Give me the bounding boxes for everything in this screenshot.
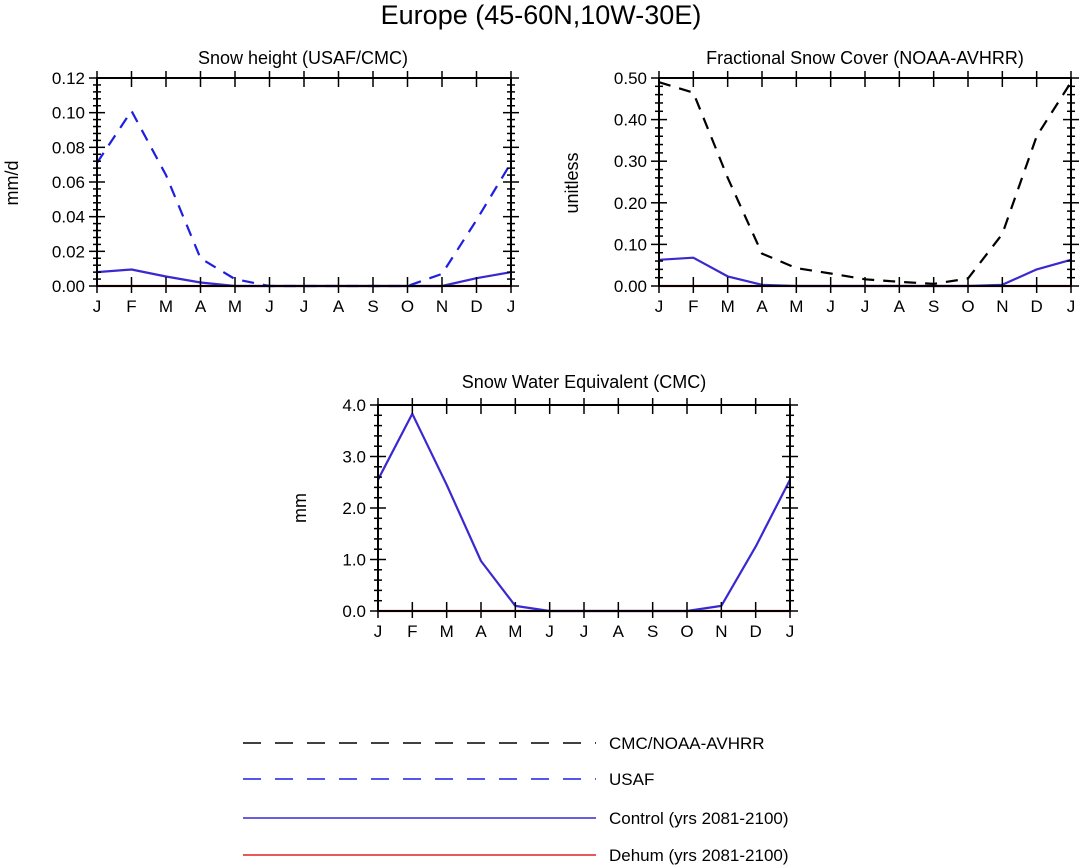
- x-tick-label: M: [440, 622, 454, 641]
- series-group: [658, 81, 1072, 288]
- panel-title: Fractional Snow Cover (NOAA-AVHRR): [706, 48, 1024, 68]
- x-tick-label: A: [475, 622, 487, 641]
- x-tick-label: F: [688, 297, 698, 316]
- y-tick-label: 0.04: [52, 208, 85, 227]
- series-group: [377, 412, 791, 613]
- series-group: [96, 109, 512, 288]
- x-tick-label: M: [508, 622, 522, 641]
- x-tick-label: S: [928, 297, 939, 316]
- y-tick-label: 0.00: [52, 277, 85, 296]
- y-axis-label: unitless: [562, 152, 582, 213]
- x-tick-label: J: [507, 297, 516, 316]
- plot-frame: [377, 404, 791, 612]
- x-tick-label: M: [228, 297, 242, 316]
- x-tick-label: S: [647, 622, 658, 641]
- x-tick-label: D: [750, 622, 762, 641]
- legend-label: CMC/NOAA-AVHRR: [609, 734, 765, 753]
- plot-frame: [658, 77, 1072, 287]
- y-tick-label: 0.06: [52, 173, 85, 192]
- x-tick-label: J: [580, 622, 589, 641]
- x-tick-label: N: [996, 297, 1008, 316]
- series-usaf: [96, 109, 512, 288]
- x-tick-label: J: [1067, 297, 1076, 316]
- x-tick-label: J: [545, 622, 554, 641]
- panel-title: Snow height (USAF/CMC): [198, 48, 408, 68]
- y-tick-label: 0.08: [52, 138, 85, 157]
- x-tick-label: F: [407, 622, 417, 641]
- legend-label: Dehum (yrs 2081-2100): [609, 846, 789, 865]
- y-tick-label: 0.02: [52, 242, 85, 261]
- x-tick-label: M: [789, 297, 803, 316]
- figure-title: Europe (45-60N,10W-30E): [381, 0, 702, 30]
- x-tick-label: M: [721, 297, 735, 316]
- x-tick-label: A: [756, 297, 768, 316]
- legend-entry: CMC/NOAA-AVHRR: [243, 734, 765, 753]
- panel-fractional-snow-cover: Fractional Snow Cover (NOAA-AVHRR) unitl…: [562, 48, 1079, 316]
- x-tick-label: O: [401, 297, 414, 316]
- x-tick-label: J: [93, 297, 102, 316]
- y-tick-label: 0.50: [614, 69, 647, 88]
- x-tick-label: A: [613, 622, 625, 641]
- y-tick-label: 0.00: [614, 277, 647, 296]
- x-tick-label: O: [961, 297, 974, 316]
- x-tick-label: A: [894, 297, 906, 316]
- x-tick-label: N: [715, 622, 727, 641]
- x-tick-label: N: [436, 297, 448, 316]
- legend-entry: Dehum (yrs 2081-2100): [243, 846, 789, 865]
- legend-label: Control (yrs 2081-2100): [609, 809, 789, 828]
- x-tick-label: M: [159, 297, 173, 316]
- x-tick-label: J: [861, 297, 870, 316]
- y-tick-label: 0.10: [52, 104, 85, 123]
- panel-snow-height: Snow height (USAF/CMC) mm/d J F M A M J J A S O N D…: [2, 48, 519, 316]
- y-tick-label: 0.40: [614, 111, 647, 130]
- series-control-yrs-2081-2100: [377, 412, 791, 613]
- x-tick-label: F: [126, 297, 136, 316]
- legend-entry: USAF: [243, 770, 654, 789]
- plot-frame: [96, 77, 512, 287]
- series-cmc-noaa-avhrr: [658, 81, 1072, 285]
- x-tick-label: O: [680, 622, 693, 641]
- x-tick-label: J: [374, 622, 383, 641]
- x-tick-label: A: [333, 297, 345, 316]
- panel-title: Snow Water Equivalent (CMC): [462, 372, 706, 392]
- y-tick-label: 3.0: [342, 448, 366, 467]
- x-tick-label: J: [826, 297, 835, 316]
- y-axis-label: mm/d: [2, 161, 22, 206]
- panel-snow-water-equivalent: Snow Water Equivalent (CMC) mm J F M A M J J A S…: [290, 372, 798, 641]
- y-tick-label: 0.20: [614, 194, 647, 213]
- x-tick-label: J: [655, 297, 664, 316]
- x-tick-label: J: [300, 297, 309, 316]
- x-tick-label: J: [786, 622, 795, 641]
- legend-entry: Control (yrs 2081-2100): [243, 809, 789, 828]
- x-tick-label: A: [195, 297, 207, 316]
- x-tick-label: D: [470, 297, 482, 316]
- x-tick-label: S: [367, 297, 378, 316]
- y-tick-label: 2.0: [342, 499, 366, 518]
- y-tick-label: 0.12: [52, 69, 85, 88]
- y-tick-label: 1.0: [342, 551, 366, 570]
- y-tick-label: 0.30: [614, 152, 647, 171]
- legend-label: USAF: [609, 770, 654, 789]
- x-tick-label: J: [265, 297, 274, 316]
- y-tick-label: 4.0: [342, 396, 366, 415]
- y-tick-label: 0.0: [342, 602, 366, 621]
- x-tick-label: D: [1031, 297, 1043, 316]
- y-tick-label: 0.10: [614, 235, 647, 254]
- legend: CMC/NOAA-AVHRR USAF Control (yrs 2081-21…: [243, 734, 789, 865]
- y-axis-label: mm: [290, 493, 310, 523]
